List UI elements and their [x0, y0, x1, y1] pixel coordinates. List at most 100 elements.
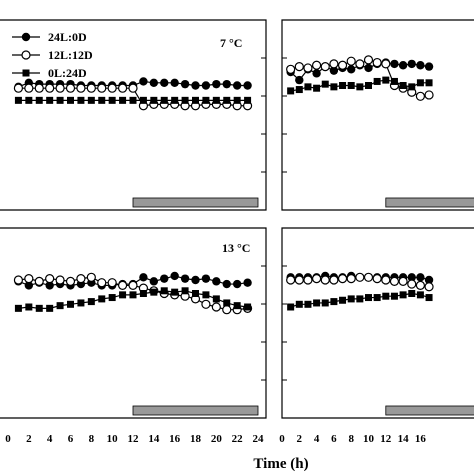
data-point-0L-24D	[181, 96, 189, 104]
data-point-0L-24D	[295, 300, 303, 308]
data-point-12L-12D	[363, 272, 374, 282]
data-point-12L-12D	[389, 276, 400, 286]
legend-marker	[21, 32, 31, 42]
data-point-12L-12D	[337, 274, 348, 284]
data-point-12L-12D	[76, 274, 86, 284]
data-point-24L-0D	[160, 274, 169, 283]
data-point-24L-0D	[416, 61, 425, 70]
panel-frame	[0, 227, 267, 419]
data-point-24L-0D	[424, 62, 434, 71]
data-point-24L-0D	[212, 79, 221, 89]
x-tick-label: 10	[107, 433, 119, 445]
data-point-0L-24D	[212, 96, 220, 104]
data-point-0L-24D	[108, 96, 116, 104]
x-tick-label: 16	[415, 433, 427, 445]
data-point-0L-24D	[339, 82, 347, 89]
legend-label: 12L:12D	[48, 48, 93, 62]
data-point-24L-0D	[347, 65, 356, 74]
x-tick-label: 2	[297, 433, 303, 445]
data-point-12L-12D	[34, 276, 44, 286]
x-tick-label: 2	[26, 433, 32, 445]
data-point-0L-24D	[330, 83, 338, 91]
data-point-12L-12D	[320, 275, 330, 285]
data-point-12L-12D	[55, 275, 65, 285]
data-point-24L-0D	[407, 59, 416, 69]
data-point-12L-12D	[312, 274, 322, 284]
data-point-24L-0D	[407, 273, 416, 282]
x-tick-label: 0	[5, 433, 11, 445]
data-point-0L-24D	[192, 96, 199, 104]
data-point-0L-24D	[181, 287, 189, 295]
dark-period-bar	[385, 405, 474, 416]
data-point-24L-0D	[201, 274, 211, 283]
data-point-24L-0D	[329, 66, 339, 75]
data-point-12L-12D	[303, 63, 313, 73]
data-point-24L-0D	[180, 274, 190, 283]
data-point-12L-12D	[398, 276, 408, 286]
data-point-12L-12D	[303, 275, 313, 285]
data-point-12L-12D	[337, 60, 348, 70]
data-point-12L-12D	[45, 274, 55, 284]
data-point-24L-0D	[160, 78, 169, 88]
data-point-0L-24D	[46, 96, 54, 104]
data-point-0L-24D	[35, 96, 43, 104]
data-point-0L-24D	[233, 302, 241, 310]
x-tick-label: 22	[232, 433, 244, 445]
data-point-12L-12D	[13, 275, 24, 285]
data-point-24L-0D	[416, 273, 425, 282]
data-point-0L-24D	[416, 291, 424, 299]
data-point-0L-24D	[356, 83, 364, 91]
x-tick-label: 0	[279, 433, 285, 445]
data-point-0L-24D	[295, 86, 303, 94]
data-point-0L-24D	[139, 96, 147, 104]
data-point-0L-24D	[365, 294, 372, 302]
data-point-0L-24D	[129, 96, 137, 104]
data-point-0L-24D	[56, 302, 64, 310]
x-tick-label: 16	[169, 433, 181, 445]
x-tick-label: 20	[211, 433, 223, 445]
data-point-12L-12D	[107, 278, 117, 288]
data-point-12L-12D	[355, 272, 365, 282]
legend: 24L:0D 12L:12D 0L:24D	[12, 30, 93, 80]
data-point-12L-12D	[346, 56, 356, 66]
legend-marker	[21, 50, 31, 60]
data-point-0L-24D	[77, 299, 85, 307]
panel-frame	[281, 19, 474, 211]
dark-period-bar	[132, 405, 259, 416]
data-point-12L-12D	[34, 83, 44, 93]
data-point-0L-24D	[373, 294, 381, 302]
legend-marker	[22, 69, 30, 77]
data-point-0L-24D	[87, 298, 95, 306]
data-point-24L-0D	[232, 279, 242, 289]
data-point-12L-12D	[286, 275, 296, 285]
data-point-12L-12D	[415, 91, 425, 101]
data-point-24L-0D	[139, 77, 148, 86]
data-point-12L-12D	[294, 275, 304, 285]
x-tick-label: 12	[380, 433, 392, 445]
data-point-24L-0D	[149, 277, 159, 286]
x-tick-label: 8	[89, 433, 95, 445]
data-point-0L-24D	[425, 294, 433, 302]
panel-frame	[0, 19, 267, 211]
data-point-12L-12D	[13, 83, 24, 93]
data-point-24L-0D	[398, 61, 408, 70]
data-point-0L-24D	[373, 77, 381, 85]
data-point-12L-12D	[294, 61, 304, 72]
data-point-12L-12D	[201, 299, 211, 309]
data-point-0L-24D	[212, 295, 220, 303]
data-point-0L-24D	[382, 76, 390, 84]
data-point-12L-12D	[312, 60, 322, 70]
legend-label: 24L:0D	[48, 30, 87, 44]
data-point-0L-24D	[150, 288, 158, 296]
data-point-0L-24D	[313, 84, 321, 92]
data-point-12L-12D	[363, 55, 374, 65]
data-point-12L-12D	[117, 83, 128, 93]
data-point-0L-24D	[390, 77, 398, 85]
data-point-12L-12D	[407, 279, 417, 289]
data-point-24L-0D	[424, 275, 434, 285]
data-point-0L-24D	[347, 82, 355, 89]
data-point-12L-12D	[286, 64, 296, 74]
data-point-12L-12D	[381, 59, 391, 69]
data-point-12L-12D	[222, 305, 232, 315]
